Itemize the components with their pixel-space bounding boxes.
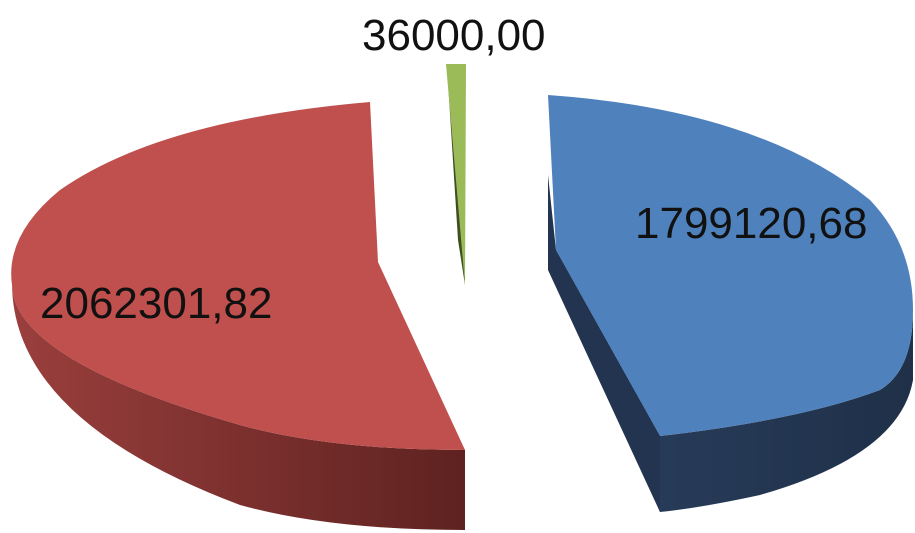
pie-slice-1-inner-side (548, 95, 660, 512)
data-label-slice-2: 2062301,82 (40, 279, 272, 328)
pie-slice-3 (446, 64, 466, 285)
data-label-slice-3: 36000,00 (362, 11, 546, 60)
pie-slice-2 (11, 102, 465, 450)
data-label-slice-1: 1799120,68 (635, 199, 867, 248)
pie-slice-2-side (12, 285, 465, 530)
pie-slice-1 (548, 95, 913, 436)
